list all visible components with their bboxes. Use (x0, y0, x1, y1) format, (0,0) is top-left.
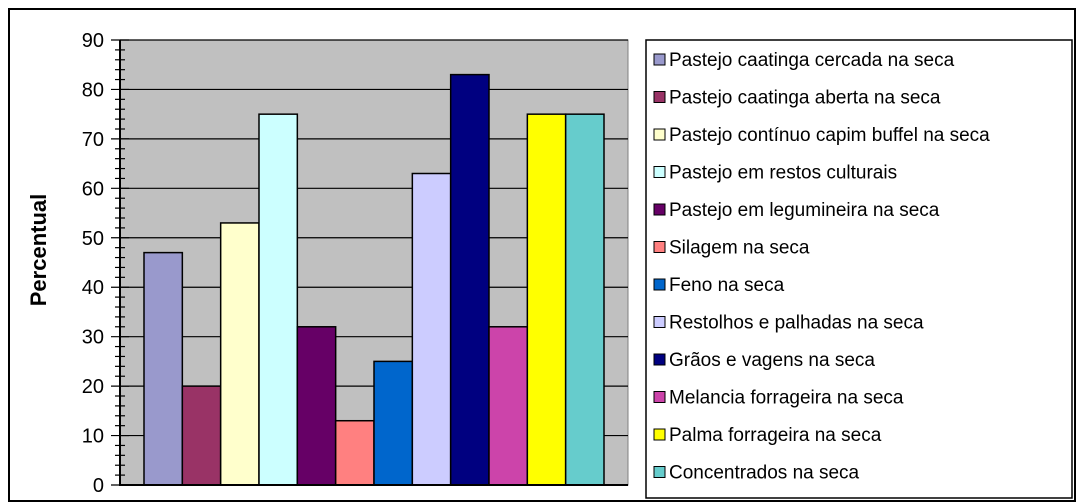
legend-label: Pastejo contínuo capim buffel na seca (669, 125, 990, 146)
legend-swatch (653, 91, 666, 103)
legend-label: Pastejo caatinga cercada na seca (669, 50, 955, 71)
legend-label: Restolhos e palhadas na seca (669, 313, 924, 334)
legend-label: Pastejo em legumineira na seca (669, 200, 940, 221)
y-tick-label: 90 (82, 30, 104, 52)
bar (526, 113, 567, 486)
y-tick-label: 20 (82, 376, 104, 398)
legend-swatch (653, 391, 666, 403)
legend-box (645, 39, 1073, 499)
bars (143, 73, 605, 486)
legend-label: Melancia forrageira na seca (669, 388, 904, 409)
bar (258, 113, 299, 486)
bar (181, 385, 222, 486)
y-tick-label: 10 (82, 426, 104, 448)
legend-swatch (653, 466, 666, 478)
y-tick-label: 80 (82, 79, 104, 101)
legend-label: Silagem na seca (669, 238, 810, 259)
legend-label: Palma forrageira na seca (669, 425, 882, 446)
legend-swatch (653, 316, 666, 328)
legend-swatch (653, 353, 666, 366)
bar (219, 222, 260, 486)
legend-swatch (653, 428, 666, 441)
bar (334, 419, 375, 486)
y-axis: 0 10 20 30 40 50 60 70 80 90 (82, 30, 628, 497)
legend-label: Grãos e vagens na seca (669, 350, 875, 371)
bar (488, 326, 529, 486)
legend-swatch (653, 241, 666, 253)
legend-swatch (653, 278, 666, 291)
legend-label: Feno na seca (669, 275, 785, 296)
y-tick-label: 0 (93, 475, 104, 497)
legend-label: Concentrados na seca (669, 463, 860, 484)
legend-label: Pastejo em restos culturais (669, 163, 897, 184)
bar (296, 326, 337, 486)
bar-chart: 0 10 20 30 40 50 60 70 80 90 Percentual Pastejo c… (26, 30, 1073, 499)
bar (411, 172, 452, 486)
bar (373, 360, 414, 486)
y-tick-label: 60 (82, 178, 104, 200)
y-tick-label: 30 (82, 327, 104, 349)
y-tick-label: 40 (82, 277, 104, 299)
legend-swatch (653, 53, 666, 66)
y-axis-label: Percentual (26, 194, 51, 307)
legend-swatch (653, 128, 666, 141)
y-tick-label: 70 (82, 129, 104, 151)
legend-swatch (653, 203, 666, 216)
bar (143, 251, 184, 486)
y-tick-label: 50 (82, 228, 104, 250)
bar (564, 113, 605, 486)
legend-swatch (653, 166, 666, 178)
legend: Pastejo caatinga cercada na seca Pastejo … (645, 39, 1073, 499)
bar (449, 73, 490, 486)
chart-frame: 0 10 20 30 40 50 60 70 80 90 Percentual Pastejo c… (8, 8, 1076, 502)
legend-label: Pastejo caatinga aberta na seca (669, 88, 941, 109)
